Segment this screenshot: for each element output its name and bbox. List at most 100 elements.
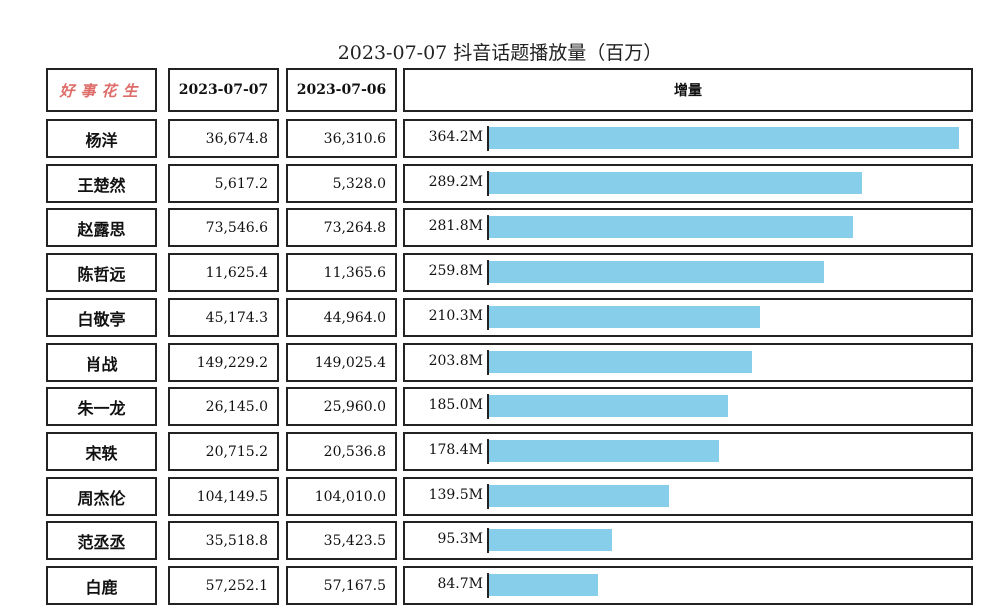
row-name-cell-text: 宋轶 bbox=[85, 443, 118, 463]
row-date1-value: 11,625.4 bbox=[168, 253, 279, 292]
row-name-cell-text: 周杰伦 bbox=[77, 488, 126, 508]
increase-bar bbox=[489, 261, 824, 283]
row-date1-value: 35,518.8 bbox=[168, 521, 279, 560]
row-date2-value: 36,310.6 bbox=[286, 119, 397, 158]
increase-bar bbox=[489, 574, 598, 596]
row-date2-value: 25,960.0 bbox=[286, 387, 397, 426]
row-name-cell-text: 白敬亭 bbox=[77, 309, 126, 329]
bar-axis-line bbox=[487, 573, 489, 598]
row-date1-value-text: 45,174.3 bbox=[205, 309, 268, 326]
row-date1-value: 45,174.3 bbox=[168, 298, 279, 337]
header-increase: 增量 bbox=[403, 68, 973, 112]
increase-label: 139.5M bbox=[428, 487, 483, 503]
increase-bar bbox=[489, 172, 862, 194]
row-date2-value-text: 5,328.0 bbox=[332, 175, 386, 192]
row-date2-value: 11,365.6 bbox=[286, 253, 397, 292]
row-date2-value: 104,010.0 bbox=[286, 477, 397, 516]
row-date1-value-text: 149,229.2 bbox=[196, 354, 268, 371]
row-date1-value-text: 104,149.5 bbox=[196, 488, 268, 505]
row-increase-cell bbox=[403, 521, 973, 560]
header-date-1: 2023-07-07 bbox=[168, 68, 279, 112]
row-date1-value: 26,145.0 bbox=[168, 387, 279, 426]
row-date2-value-text: 25,960.0 bbox=[323, 398, 386, 415]
row-name-cell: 肖战 bbox=[46, 343, 157, 382]
row-name-cell: 范丞丞 bbox=[46, 521, 157, 560]
row-date1-value-text: 35,518.8 bbox=[205, 532, 268, 549]
increase-label: 95.3M bbox=[437, 531, 483, 547]
increase-bar bbox=[489, 395, 728, 417]
row-date2-value: 35,423.5 bbox=[286, 521, 397, 560]
increase-label: 364.2M bbox=[428, 129, 483, 145]
increase-bar bbox=[489, 485, 669, 507]
row-date1-value-text: 26,145.0 bbox=[205, 398, 268, 415]
row-date1-value-text: 57,252.1 bbox=[205, 577, 268, 594]
increase-bar bbox=[489, 529, 612, 551]
row-name-cell: 白鹿 bbox=[46, 566, 157, 605]
bar-axis-line bbox=[487, 305, 489, 330]
row-name-cell-text: 杨洋 bbox=[85, 130, 118, 150]
row-date2-value: 44,964.0 bbox=[286, 298, 397, 337]
row-name-cell: 杨洋 bbox=[46, 119, 157, 158]
row-name-cell-text: 赵露思 bbox=[77, 219, 126, 239]
row-name-cell-text: 肖战 bbox=[85, 354, 118, 374]
bar-axis-line bbox=[487, 215, 489, 240]
row-date2-value-text: 57,167.5 bbox=[323, 577, 386, 594]
bar-axis-line bbox=[487, 528, 489, 553]
row-name-cell-text: 白鹿 bbox=[85, 577, 118, 597]
row-date1-value-text: 36,674.8 bbox=[205, 130, 268, 147]
row-date2-value-text: 149,025.4 bbox=[314, 354, 386, 371]
row-name-cell: 白敬亭 bbox=[46, 298, 157, 337]
row-name-cell: 陈哲远 bbox=[46, 253, 157, 292]
row-name-cell: 宋轶 bbox=[46, 432, 157, 471]
increase-label: 289.2M bbox=[428, 174, 483, 190]
bar-axis-line bbox=[487, 439, 489, 464]
row-date2-value-text: 35,423.5 bbox=[323, 532, 386, 549]
increase-bar bbox=[489, 440, 719, 462]
logo-watermark: 好事花生 bbox=[59, 81, 144, 100]
logo-cell: 好事花生 bbox=[46, 68, 157, 112]
bar-axis-line bbox=[487, 171, 489, 196]
row-date1-value: 104,149.5 bbox=[168, 477, 279, 516]
row-name-cell-text: 王楚然 bbox=[77, 175, 126, 195]
row-name-cell-text: 范丞丞 bbox=[77, 532, 126, 552]
increase-bar bbox=[489, 216, 853, 238]
row-date1-value-text: 11,625.4 bbox=[205, 264, 268, 281]
row-date2-value: 57,167.5 bbox=[286, 566, 397, 605]
row-name-cell-text: 陈哲远 bbox=[77, 264, 126, 284]
row-date2-value-text: 73,264.8 bbox=[323, 219, 386, 236]
row-date1-value: 5,617.2 bbox=[168, 164, 279, 203]
increase-label: 203.8M bbox=[428, 353, 483, 369]
row-date1-value-text: 5,617.2 bbox=[214, 175, 268, 192]
row-date1-value: 149,229.2 bbox=[168, 343, 279, 382]
bar-axis-line bbox=[487, 484, 489, 509]
bar-axis-line bbox=[487, 126, 489, 151]
chart-title: 2023-07-07 抖音话题播放量（百万） bbox=[337, 42, 663, 64]
increase-bar bbox=[489, 351, 752, 373]
row-date1-value-text: 20,715.2 bbox=[205, 443, 268, 460]
row-date1-value: 20,715.2 bbox=[168, 432, 279, 471]
row-name-cell: 周杰伦 bbox=[46, 477, 157, 516]
increase-label: 210.3M bbox=[428, 308, 483, 324]
row-name-cell-text: 朱一龙 bbox=[77, 398, 126, 418]
row-date2-value-text: 36,310.6 bbox=[323, 130, 386, 147]
increase-label: 84.7M bbox=[437, 576, 483, 592]
row-date2-value: 5,328.0 bbox=[286, 164, 397, 203]
increase-bar bbox=[489, 127, 959, 149]
row-name-cell: 朱一龙 bbox=[46, 387, 157, 426]
row-date2-value-text: 20,536.8 bbox=[323, 443, 386, 460]
increase-bar bbox=[489, 306, 760, 328]
row-name-cell: 王楚然 bbox=[46, 164, 157, 203]
header-date-2: 2023-07-06 bbox=[286, 68, 397, 112]
row-date1-value: 57,252.1 bbox=[168, 566, 279, 605]
row-date2-value: 149,025.4 bbox=[286, 343, 397, 382]
row-date2-value-text: 11,365.6 bbox=[323, 264, 386, 281]
bar-axis-line bbox=[487, 260, 489, 285]
row-date1-value-text: 73,546.6 bbox=[205, 219, 268, 236]
row-date2-value-text: 44,964.0 bbox=[323, 309, 386, 326]
increase-label: 259.8M bbox=[428, 263, 483, 279]
row-date1-value: 73,546.6 bbox=[168, 208, 279, 247]
increase-label: 281.8M bbox=[428, 218, 483, 234]
row-date2-value: 73,264.8 bbox=[286, 208, 397, 247]
increase-label: 178.4M bbox=[428, 442, 483, 458]
bar-axis-line bbox=[487, 394, 489, 419]
